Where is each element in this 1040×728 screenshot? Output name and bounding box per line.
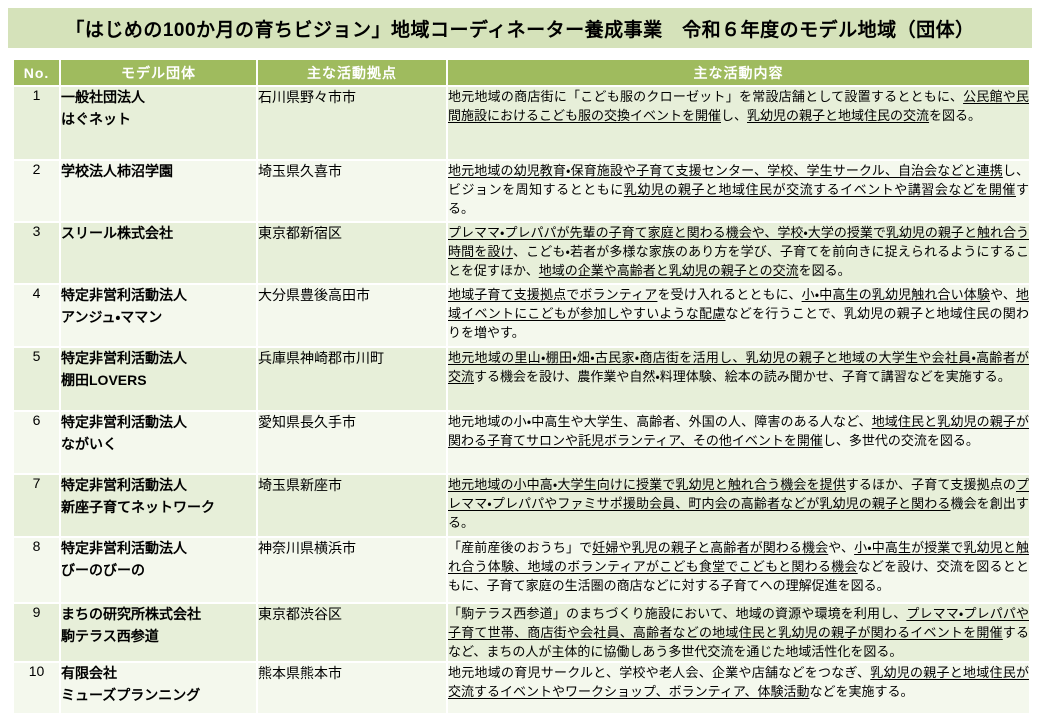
plain-text: 、こども・若者が多様な家族のあり方を学び、子育てを前向きに捉えられるようにするこ… xyxy=(448,244,1029,279)
table-row: 4 特定非営利活動法人 アンジュ・ママン 大分県豊後高田市 地域子育て支援拠点でボランテ… xyxy=(14,285,1029,346)
row-number: 7 xyxy=(14,475,59,536)
plain-text: などを設け、交流を図るとともに、子育て家庭の生活圏の商店などに対する子育てへの理… xyxy=(448,559,1029,594)
organization-name: 学校法人柿沼学園 xyxy=(61,161,256,221)
organization-name: 特定非営利活動法人 アンジュ・ママン xyxy=(61,285,256,346)
activity-base: 熊本県熊本市 xyxy=(258,663,446,714)
activity-content: 地域子育て支援拠点でボランティアを受け入れるとともに、小・中高生の乳幼児触れ合い… xyxy=(448,285,1029,346)
activity-base: 東京都新宿区 xyxy=(258,223,446,283)
underlined-text: プレママ・プレパパが先輩の子育て家庭と関わる機会や、学校・大学の授業で乳幼児の親… xyxy=(448,225,1029,260)
organization-name: 一般社団法人 はぐネット xyxy=(61,87,256,159)
row-number: 8 xyxy=(14,538,59,602)
plain-text: する機会を設け、農作業や自然・料理体験、絵本の読み聞かせ、子育て講習などを実施す… xyxy=(474,369,1011,385)
row-number: 6 xyxy=(14,412,59,473)
organization-name: スリール株式会社 xyxy=(61,223,256,283)
row-number: 2 xyxy=(14,161,59,221)
row-number: 5 xyxy=(14,348,59,410)
table-header-row: No. モデル団体 主な活動拠点 主な活動内容 xyxy=(14,60,1029,85)
row-number: 4 xyxy=(14,285,59,346)
table-header: No. モデル団体 主な活動拠点 主な活動内容 xyxy=(14,60,1029,85)
activity-base: 大分県豊後高田市 xyxy=(258,285,446,346)
activity-content: 地元地域の小中高・大学生向けに授業で乳幼児と触れ合う機会を提供するほか、子育て支… xyxy=(448,475,1029,536)
activity-content: プレママ・プレパパが先輩の子育て家庭と関わる機会や、学校・大学の授業で乳幼児の親… xyxy=(448,223,1029,283)
table-row: 10 有限会社 ミューズプランニング 熊本県熊本市 地元地域の育児サークルと、学校や老人… xyxy=(14,663,1029,714)
organization-name: 特定非営利活動法人 棚田LOVERS xyxy=(61,348,256,410)
plain-text: するほか、子育て支援拠点の xyxy=(845,477,1016,492)
activity-content: 「駒テラス西参道」のまちづくり施設において、地域の資源や環境を利用し、プレママ・… xyxy=(448,604,1029,662)
page-title: 「はじめの100か月の育ちビジョン」地域コーディネーター養成事業 令和６年度のモ… xyxy=(8,8,1032,48)
plain-text: 機会を創出する。 xyxy=(448,496,1029,531)
underlined-text: 地域の企業や高齢者と乳幼児の親子との交流 xyxy=(538,263,799,279)
underlined-text: 地域子育て支援拠点でボランティア xyxy=(448,287,658,302)
underlined-text: 公民館や民間施設におけるこども服の交換イベントを開催 xyxy=(448,89,1029,124)
underlined-text: 乳幼児の親子と地域住民が交流するイベントや講習会などを開催 xyxy=(623,182,1016,198)
plain-text: 「産前産後のおうち」で xyxy=(448,540,593,555)
activity-base: 石川県野々市市 xyxy=(258,87,446,159)
table-row: 5 特定非営利活動法人 棚田LOVERS 兵庫県神崎郡市川町 地元地域の里山・棚田・畑・… xyxy=(14,348,1029,410)
underlined-text: 乳幼児の親子と地域住民の交流 xyxy=(747,108,930,124)
plain-text: 「駒テラス西参道」のまちづくり施設において、地域の資源や環境を利用し、 xyxy=(448,606,907,621)
activity-content: 地元地域の里山・棚田・畑・古民家・商店街を活用し、乳幼児の親子と地域の大学生や会… xyxy=(448,348,1029,410)
table-row: 7 特定非営利活動法人 新座子育てネットワーク 埼玉県新座市 地元地域の小中高・大学生向… xyxy=(14,475,1029,536)
activity-content: 地元地域の幼児教育・保育施設や子育て支援センター、学校、学生サークル、自治会など… xyxy=(448,161,1029,221)
underlined-text: 地元地域の小中高・大学生向けに授業で乳幼児と触れ合う機会を提供 xyxy=(448,477,846,492)
underlined-text: 地域イベントにこどもが参加しやすいような配慮 xyxy=(448,287,1029,322)
plain-text: 地元地域の育児サークルと、学校や老人会、企業や店舗などをつなぎ、 xyxy=(448,665,871,681)
activity-content: 「産前産後のおうち」で妊婦や乳児の親子と高齢者が関わる機会や、小・中高生が授業で… xyxy=(448,538,1029,602)
table-row: 6 特定非営利活動法人 ながいく 愛知県長久手市 地元地域の小・中高生や大学生、高齢者、… xyxy=(14,412,1029,473)
table-row: 8 特定非営利活動法人 びーのびーの 神奈川県横浜市 「産前産後のおうち」で妊婦や乳児の… xyxy=(14,538,1029,602)
underlined-text: 乳幼児の親子と地域住民が交流するイベントやワークショップ、ボランティア、体験活動 xyxy=(448,665,1029,700)
table-row: 3 スリール株式会社 東京都新宿区 プレママ・プレパパが先輩の子育て家庭と関わる機会や… xyxy=(14,223,1029,283)
plain-text: や、 xyxy=(990,287,1016,302)
plain-text: などを実施する。 xyxy=(809,684,914,700)
table-row: 9 まちの研究所株式会社 駒テラス西参道 東京都渋谷区 「駒テラス西参道」のまちづくり施… xyxy=(14,604,1029,662)
table-row: 2 学校法人柿沼学園 埼玉県久喜市 地元地域の幼児教育・保育施設や子育て支援センター、… xyxy=(14,161,1029,221)
organization-name: 特定非営利活動法人 ながいく xyxy=(61,412,256,473)
plain-text: するなど、まちの人が主体的に協働しあう多世代交流を通じた地域活性化を図る。 xyxy=(448,625,1029,660)
document-page: 「はじめの100か月の育ちビジョン」地域コーディネーター養成事業 令和６年度のモ… xyxy=(0,8,1040,715)
plain-text: し、ビジョンを周知するとともに xyxy=(448,163,1029,198)
underlined-text: 地元地域の里山・棚田・畑・古民家・商店街を活用し、乳幼児の親子と地域の大学生や会… xyxy=(448,350,1029,385)
activity-content: 地元地域の商店街に「こども服のクローゼット」を常設店舗として設置するとともに、公… xyxy=(448,87,1029,159)
activity-base: 神奈川県横浜市 xyxy=(258,538,446,602)
underlined-text: 小・中高生の乳幼児触れ合い体験 xyxy=(801,287,991,302)
row-number: 3 xyxy=(14,223,59,283)
plain-text: などを行うことで、乳幼児の親子と地域住民の関わりを増やす。 xyxy=(448,306,1030,341)
plain-text: や、 xyxy=(828,540,855,555)
column-header-activity-content: 主な活動内容 xyxy=(448,60,1029,85)
underlined-text: 妊婦や乳児の親子と高齢者が関わる機会 xyxy=(592,540,829,555)
activity-base: 愛知県長久手市 xyxy=(258,412,446,473)
plain-text: 地元地域の商店街に「こども服のクローゼット」を常設店舗として設置するとともに、 xyxy=(448,89,964,104)
row-number: 1 xyxy=(14,87,59,159)
plain-text: 地元地域の小・中高生や大学生、高齢者、外国の人、障害のある人など、 xyxy=(448,414,872,429)
plain-text: し、 xyxy=(721,108,748,124)
organization-name: まちの研究所株式会社 駒テラス西参道 xyxy=(61,604,256,662)
organization-name: 特定非営利活動法人 びーのびーの xyxy=(61,538,256,602)
model-organizations-table: No. モデル団体 主な活動拠点 主な活動内容 1 一般社団法人 はぐネット 石川県野… xyxy=(12,58,1031,715)
activity-base: 埼玉県新座市 xyxy=(258,475,446,536)
underlined-text: プレママ・プレパパやファミサポ援助会員、町内会の高齢者などが乳幼児の親子と関わる xyxy=(448,477,1029,512)
plain-text: を受け入れるとともに、 xyxy=(657,287,802,302)
row-number: 9 xyxy=(14,604,59,662)
row-number: 10 xyxy=(14,663,59,714)
column-header-activity-base: 主な活動拠点 xyxy=(258,60,446,85)
underlined-text: 小・中高生が授業で乳幼児と触れ合う体験、地域のボランティアがこども食堂でこどもと… xyxy=(448,540,1029,575)
table-row: 1 一般社団法人 はぐネット 石川県野々市市 地元地域の商店街に「こども服のクローゼット… xyxy=(14,87,1029,159)
plain-text: を図る。 xyxy=(798,263,851,279)
column-header-organization: モデル団体 xyxy=(61,60,256,85)
activity-base: 兵庫県神崎郡市川町 xyxy=(258,348,446,410)
plain-text: する。 xyxy=(448,182,1029,217)
underlined-text: 地元地域の幼児教育・保育施設や子育て支援センター、学校、学生サークル、自治会など… xyxy=(448,163,1003,178)
plain-text: を図る。 xyxy=(929,108,982,124)
activity-content: 地元地域の小・中高生や大学生、高齢者、外国の人、障害のある人など、地域住民と乳幼… xyxy=(448,412,1029,473)
activity-base: 東京都渋谷区 xyxy=(258,604,446,662)
organization-name: 特定非営利活動法人 新座子育てネットワーク xyxy=(61,475,256,536)
activity-base: 埼玉県久喜市 xyxy=(258,161,446,221)
model-table-body: 1 一般社団法人 はぐネット 石川県野々市市 地元地域の商店街に「こども服のクローゼット… xyxy=(14,87,1029,714)
underlined-text: プレママ・プレパパや子育て世帯、商店街や会社員、高齢者などの地域住民と乳幼児の親… xyxy=(448,606,1029,641)
underlined-text: 地域住民と乳幼児の親子が関わる子育てサロンや託児ボランティア、その他イベントを開… xyxy=(448,414,1029,449)
column-header-no: No. xyxy=(14,60,59,85)
activity-content: 地元地域の育児サークルと、学校や老人会、企業や店舗などをつなぎ、乳幼児の親子と地… xyxy=(448,663,1029,714)
organization-name: 有限会社 ミューズプランニング xyxy=(61,663,256,714)
plain-text: し、多世代の交流を図る。 xyxy=(822,433,979,449)
